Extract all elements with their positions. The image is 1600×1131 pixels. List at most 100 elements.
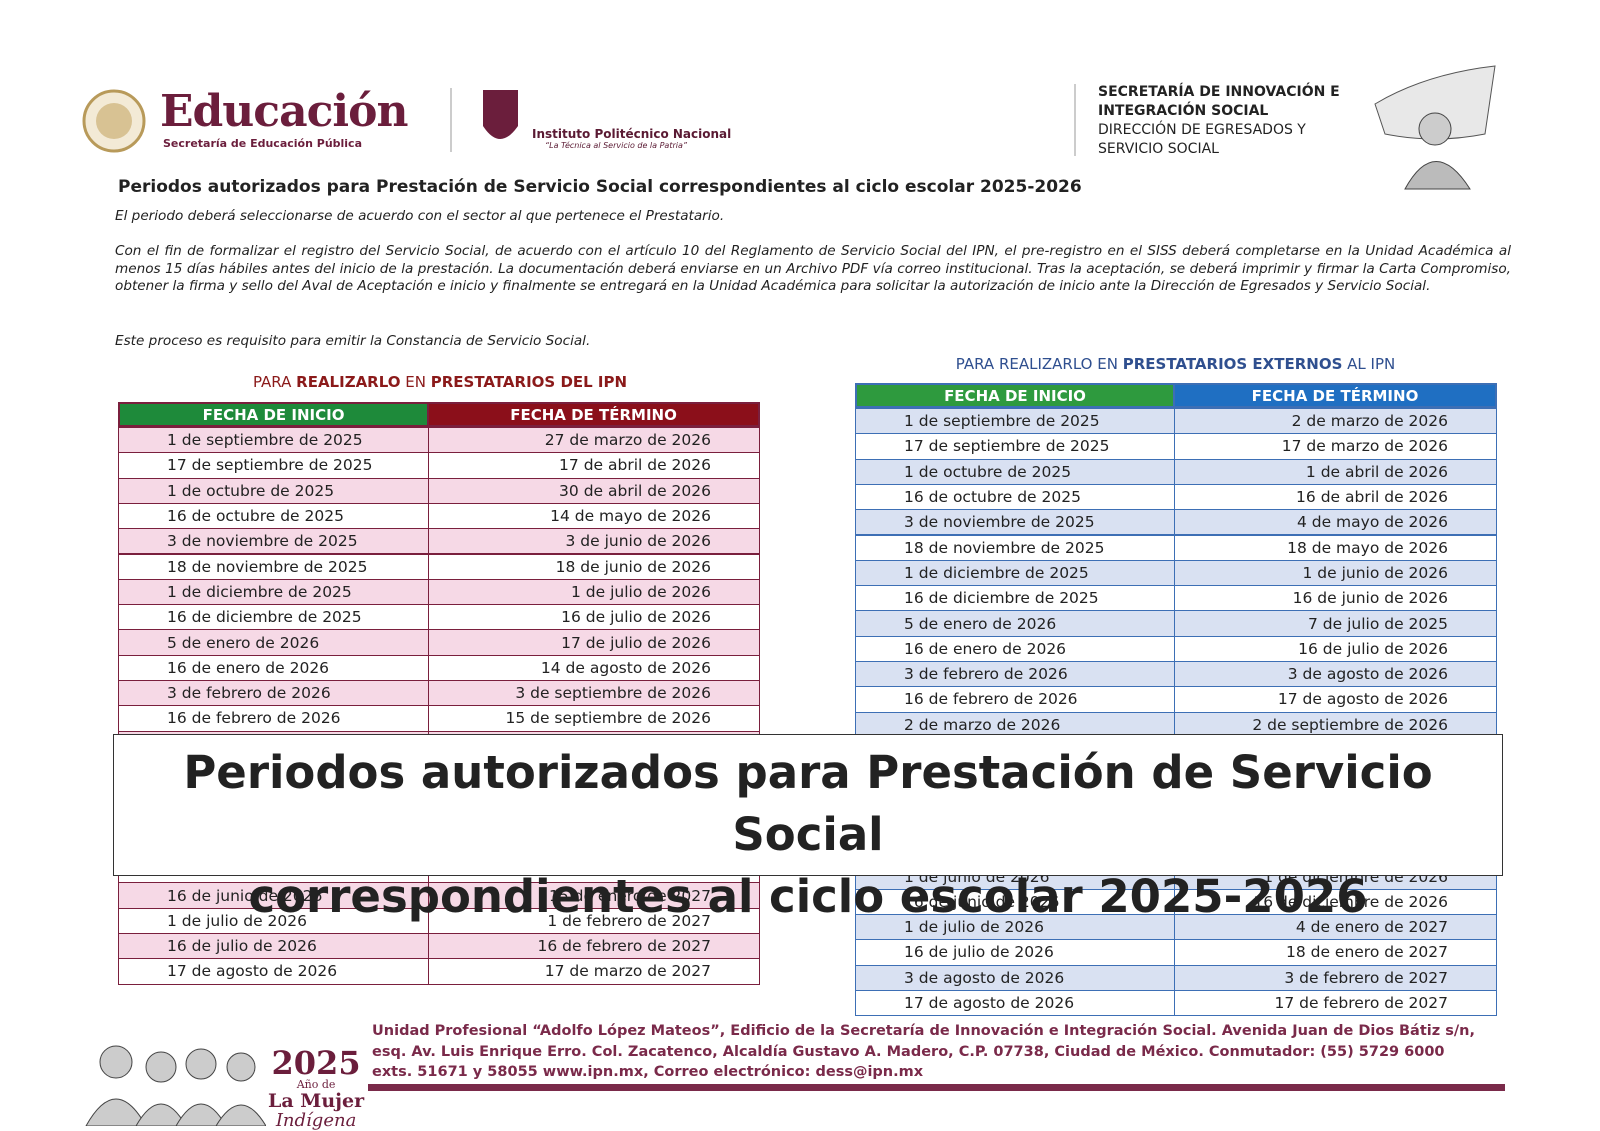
table-row: 16 de febrero de 2026 15 de septiembre de… [118, 705, 760, 732]
end-date: 16 de diciembre de 2026 [1253, 892, 1448, 911]
address-line: exts. 51671 y 58055 www.ipn.mx, Correo e… [372, 1064, 924, 1080]
start-date: 16 de enero de 2026 [119, 655, 430, 680]
table-row: 17 de septiembre de 2025 17 de marzo de 2… [855, 433, 1497, 460]
end-date: 16 de julio de 2026 [561, 608, 711, 627]
column-header: FECHA DE TÉRMINO [1175, 385, 1495, 406]
end-date: 1 de febrero de 2027 [547, 911, 711, 930]
table-row: 17 de agosto de 2026 17 de febrero de 202… [855, 989, 1497, 1017]
caption-part: REALIZARLO [296, 373, 401, 391]
start-date: 1 de septiembre de 2025 [856, 409, 1175, 434]
logo-text: Educación [160, 86, 408, 137]
start-date: 18 de noviembre de 2025 [856, 535, 1175, 560]
badge-year: 2025 [271, 1044, 361, 1082]
start-date: 16 de julio de 2026 [856, 940, 1175, 965]
caption-part: PARA REALIZARLO EN [955, 355, 1123, 373]
table-row: 1 de octubre de 2025 30 de abril de 2026 [118, 477, 760, 504]
start-date: 1 de julio de 2026 [119, 908, 430, 933]
caption-part: PRESTATARIOS EXTERNOS [1122, 355, 1343, 373]
logo-subtitle: Secretaría de Educación Pública [163, 137, 363, 150]
end-date: 17 de marzo de 2026 [1281, 437, 1448, 456]
end-date: 16 de febrero de 2027 [537, 937, 711, 956]
table-row: 16 de julio de 2026 18 de enero de 2027 [855, 939, 1497, 966]
caption-part: PARA [252, 373, 297, 391]
end-date: 17 de julio de 2026 [561, 633, 711, 652]
table-row: 1 de julio de 2026 1 de febrero de 2027 [118, 907, 760, 934]
seal [82, 89, 146, 153]
badge-line: Indígena [275, 1110, 357, 1131]
end-date: 17 de abril de 2026 [559, 456, 711, 475]
end-date: 3 de agosto de 2026 [1287, 665, 1448, 684]
header-row: FECHA DE INICIO FECHA DE TÉRMINO [118, 402, 760, 427]
start-date: 3 de noviembre de 2025 [856, 510, 1175, 535]
divider [1074, 84, 1076, 156]
start-date: 1 de diciembre de 2025 [856, 560, 1175, 586]
end-date: 4 de enero de 2027 [1295, 918, 1448, 937]
badge: 2025 Año de La Mujer Indígena [268, 1044, 365, 1131]
end-date: 14 de mayo de 2026 [550, 507, 711, 526]
ipn-name: Instituto Politécnico Nacional [532, 127, 732, 141]
end-date: 17 de marzo de 2027 [544, 962, 711, 981]
table-row: 3 de febrero de 2026 3 de agosto de 2026 [855, 661, 1497, 688]
start-date: 16 de julio de 2026 [119, 934, 430, 959]
end-date: 15 de septiembre de 2026 [505, 709, 711, 728]
start-date: 1 de diciembre de 2025 [119, 579, 430, 605]
table-row: 3 de agosto de 2026 3 de febrero de 2027 [855, 964, 1497, 991]
table-row: 3 de febrero de 2026 3 de septiembre de 2… [118, 680, 760, 707]
start-date: 16 de octubre de 2025 [856, 484, 1175, 510]
start-date: 17 de agosto de 2026 [119, 959, 430, 984]
end-date: 18 de mayo de 2026 [1287, 538, 1448, 557]
badge-line: La Mujer [268, 1090, 365, 1112]
dept-line: SECRETARÍA DE INNOVACIÓN E [1098, 84, 1340, 100]
caption-part: EN [400, 373, 431, 391]
address-line: esq. Av. Luis Enrique Erro. Col. Zacaten… [372, 1043, 1445, 1060]
table-caption: PARA REALIZARLO EN PRESTATARIOS EXTERNOS… [855, 355, 1496, 373]
table-row: 3 de noviembre de 2025 4 de mayo de 2026 [855, 509, 1497, 536]
document-title: Periodos autorizados para Prestación de … [118, 177, 1082, 197]
end-date: 3 de febrero de 2027 [1284, 968, 1448, 987]
table-row: 16 de junio de 2026 16 de diciembre de 20… [855, 888, 1497, 915]
footer-illustration [85, 1045, 266, 1126]
table-row: 16 de febrero de 2026 17 de agosto de 202… [855, 686, 1497, 713]
start-date: 16 de diciembre de 2025 [119, 605, 430, 630]
caption-part: AL IPN [1342, 355, 1396, 373]
start-date: 16 de febrero de 2026 [119, 706, 430, 731]
start-date: 2 de marzo de 2026 [856, 712, 1175, 737]
table-row: 16 de enero de 2026 14 de agosto de 2026 [118, 654, 760, 681]
end-date: 7 de julio de 2025 [1308, 614, 1448, 633]
end-date: 3 de junio de 2026 [565, 532, 711, 551]
column-header: FECHA DE INICIO [120, 404, 430, 425]
table-row: 1 de julio de 2026 4 de enero de 2027 [855, 914, 1497, 941]
end-date: 3 de septiembre de 2026 [515, 684, 711, 703]
ipn-motto: “La Técnica al Servicio de la Patria” [545, 141, 688, 150]
start-date: 16 de diciembre de 2025 [856, 586, 1175, 611]
end-date: 2 de septiembre de 2026 [1252, 715, 1448, 734]
end-date: 1 de junio de 2026 [1302, 563, 1448, 582]
start-date: 3 de febrero de 2026 [856, 662, 1175, 687]
footer-rule [368, 1084, 1505, 1091]
start-date: 18 de noviembre de 2025 [119, 554, 430, 579]
end-date: 16 de julio de 2026 [1298, 639, 1448, 658]
end-date: 30 de abril de 2026 [559, 481, 711, 500]
start-date: 1 de octubre de 2025 [856, 459, 1175, 484]
start-date: 16 de junio de 2026 [119, 883, 430, 908]
flag-illustration [1374, 65, 1496, 190]
start-date: 5 de enero de 2026 [856, 611, 1175, 636]
start-date: 5 de enero de 2026 [119, 630, 430, 655]
address-line: Unidad Profesional “Adolfo López Mateos”… [372, 1023, 1475, 1039]
start-date: 1 de octubre de 2025 [119, 478, 430, 503]
end-date: 15 de enero de 2027 [548, 886, 711, 905]
table-row: 5 de enero de 2026 7 de julio de 2025 [855, 610, 1497, 637]
table-row: 16 de diciembre de 2025 16 de junio de 20… [855, 585, 1497, 612]
table-row: 1 de octubre de 2025 1 de abril de 2026 [855, 458, 1497, 485]
table-row: 16 de enero de 2026 16 de julio de 2026 [855, 635, 1497, 662]
paragraph: Con el fin de formalizar el registro del… [115, 243, 1511, 294]
end-date: 4 de mayo de 2026 [1296, 513, 1448, 532]
paragraph: Este proceso es requisito para emitir la… [115, 333, 591, 349]
end-date: 16 de abril de 2026 [1296, 488, 1448, 507]
table-row: 17 de agosto de 2026 17 de marzo de 2027 [118, 958, 760, 985]
header-row: FECHA DE INICIO FECHA DE TÉRMINO [855, 383, 1497, 408]
table-row: 1 de diciembre de 2025 1 de junio de 2026 [855, 559, 1497, 587]
table-row: 16 de octubre de 2025 14 de mayo de 2026 [118, 502, 760, 530]
end-date: 27 de marzo de 2026 [544, 431, 711, 450]
table-row: 5 de enero de 2026 17 de julio de 2026 [118, 629, 760, 656]
